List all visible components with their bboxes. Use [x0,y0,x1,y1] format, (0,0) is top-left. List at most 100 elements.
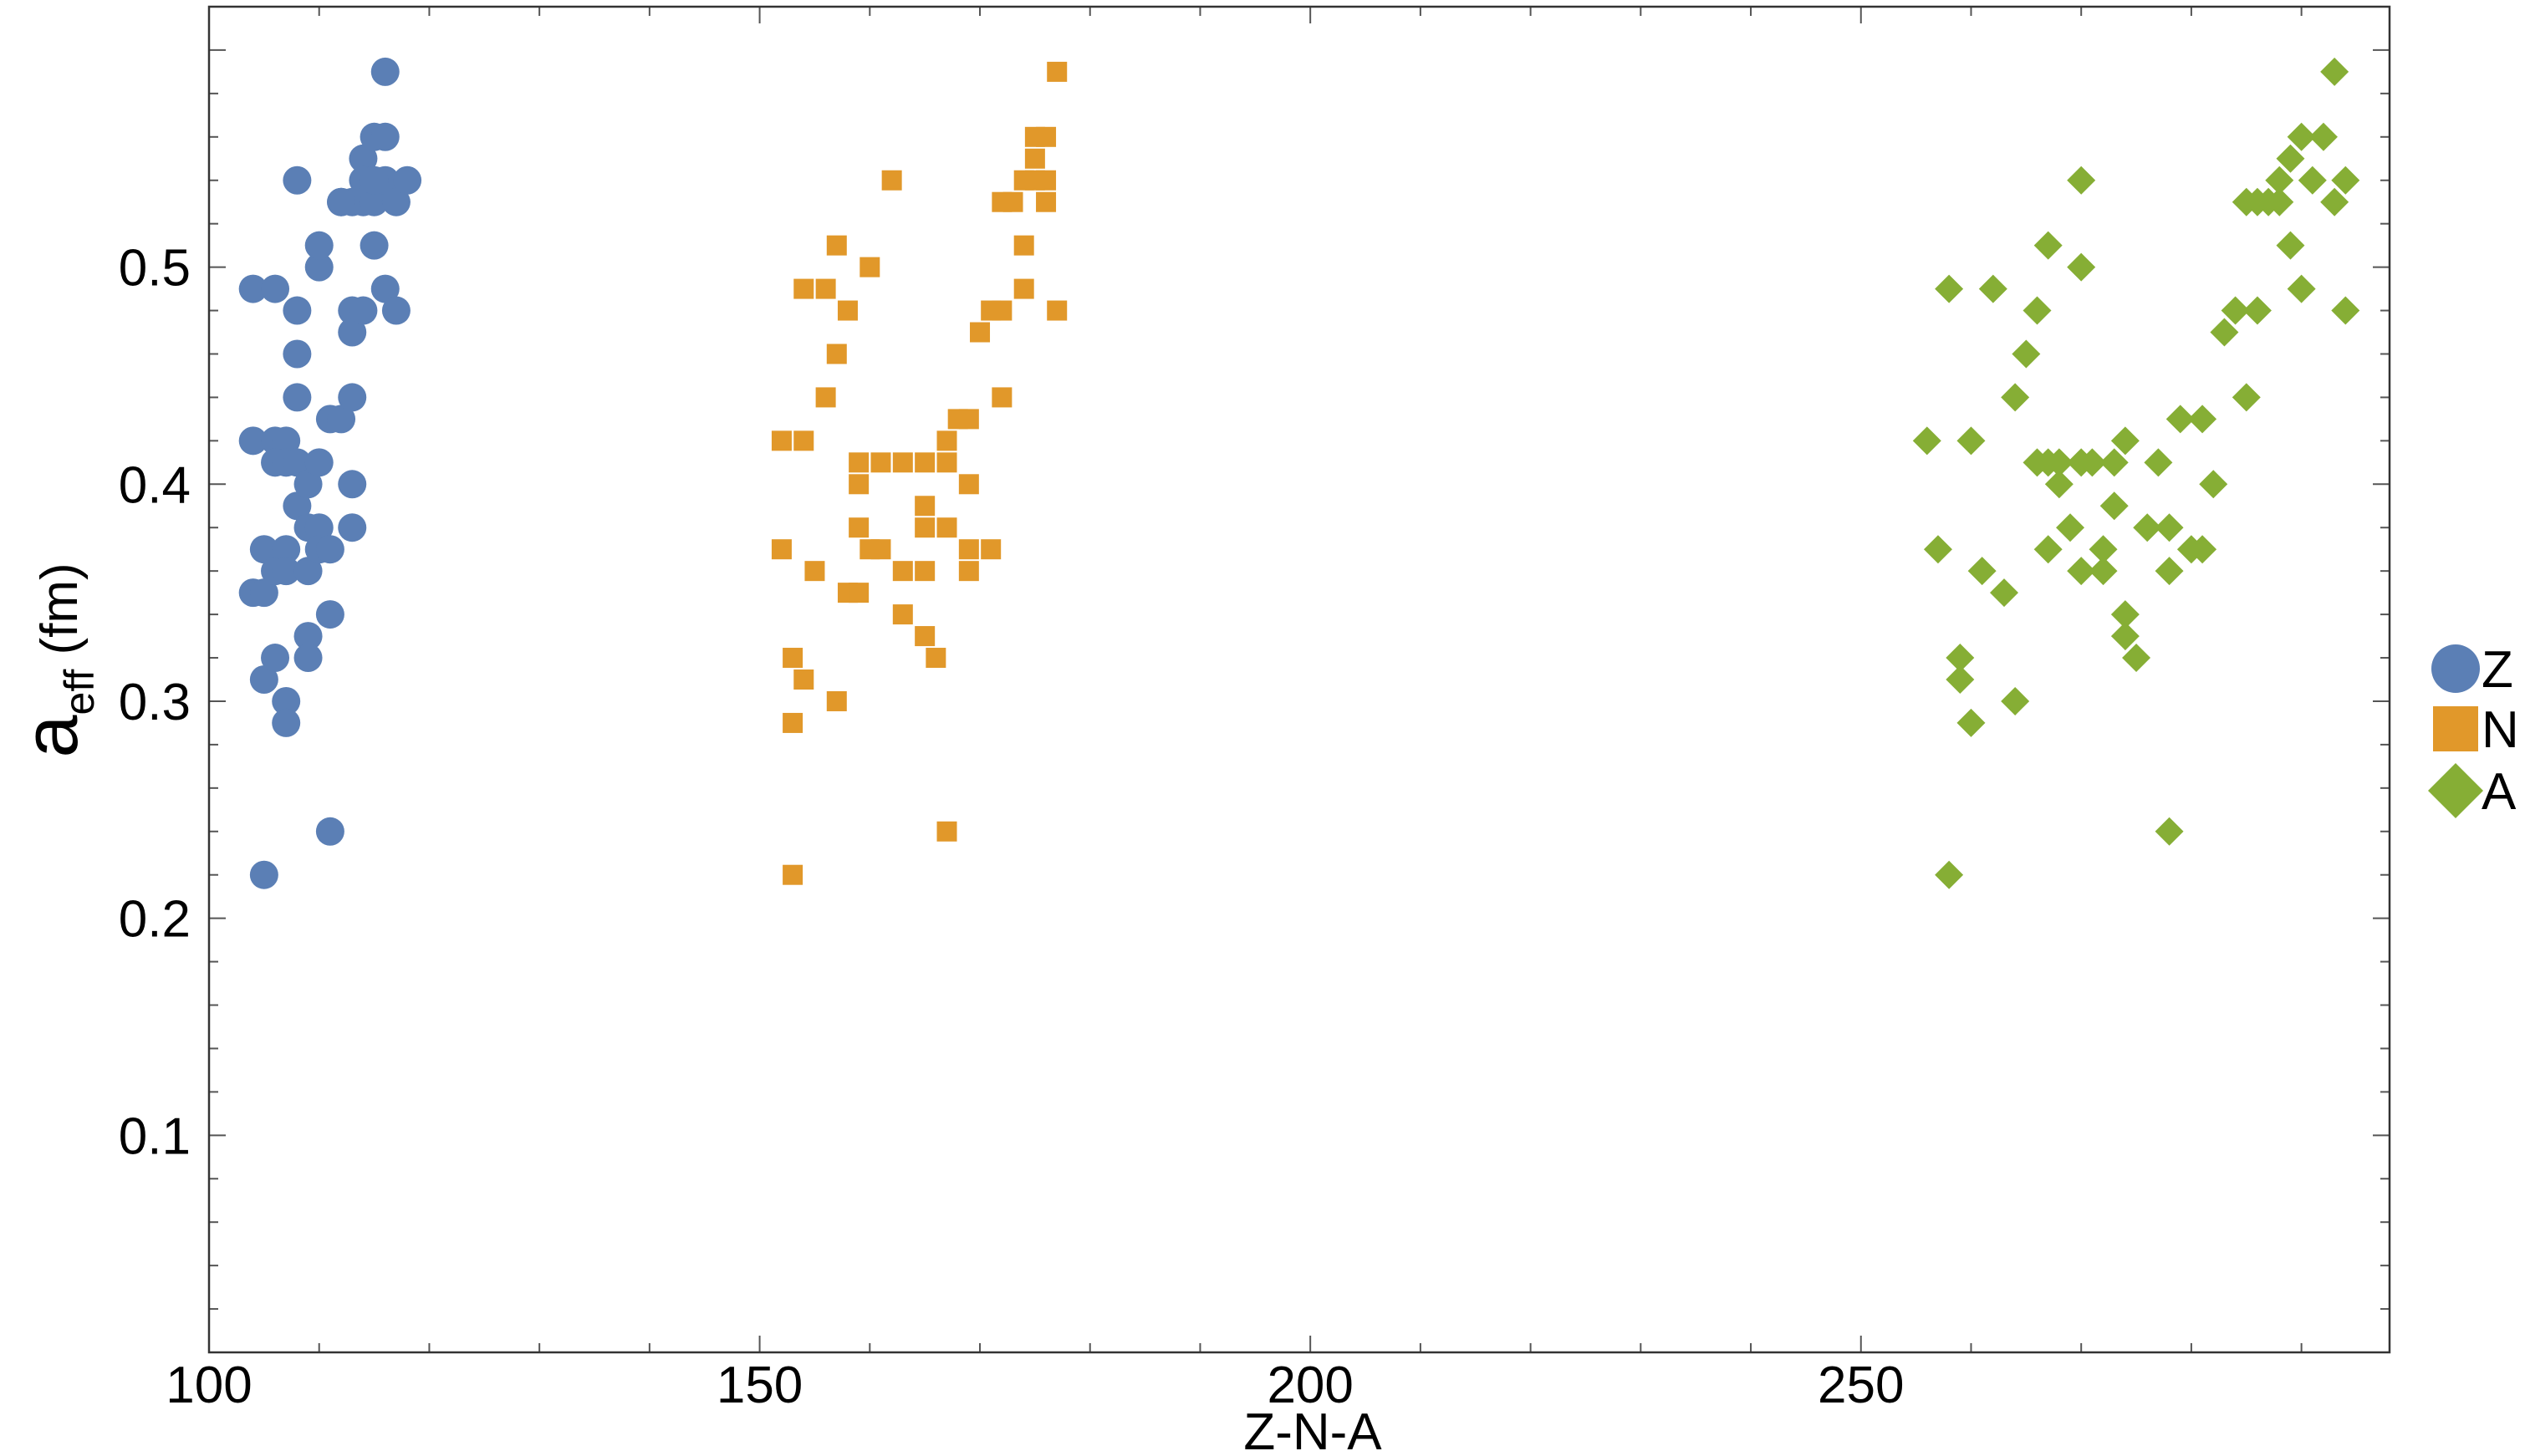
data-point-N [970,322,991,343]
data-point-Z [381,296,411,325]
data-point-N [860,257,880,277]
data-point-A [2199,470,2228,499]
legend-marker-A [2428,763,2483,818]
data-point-A [2110,600,2140,629]
data-point-A [2056,513,2085,542]
y-tick-label: 0.2 [119,891,191,949]
data-point-N [958,539,979,560]
data-point-Z [249,665,278,694]
data-point-Z [249,578,278,608]
data-point-A [1956,426,1986,456]
data-point-N [849,452,870,473]
data-point-N [915,626,936,647]
data-point-Z [327,187,356,216]
data-point-Z [349,144,378,173]
data-point-N [936,517,957,538]
x-tick-label: 200 [1267,1357,1353,1414]
data-point-N [815,387,836,408]
data-point-A [1935,274,1964,303]
data-point-A [1912,426,1941,456]
data-point-A [2067,557,2096,586]
data-point-A [2089,557,2118,586]
data-point-Z [370,57,400,86]
data-point-Z [283,448,312,477]
data-point-Z [360,231,389,260]
data-point-N [1036,126,1057,147]
data-point-N [1036,170,1057,191]
legend-label-N: N [2482,701,2519,759]
data-point-N [771,430,792,451]
data-point-N [915,496,936,517]
data-point-A [2210,318,2239,347]
data-point-N [1047,61,1068,82]
data-point-Z [293,470,323,499]
x-tick-label: 150 [717,1357,803,1414]
data-point-N [881,170,902,191]
data-point-A [1935,860,1964,889]
data-point-A [2067,165,2096,195]
data-point-Z [249,860,278,889]
data-point-A [2221,296,2250,325]
series-N [771,61,1068,885]
data-point-Z [293,622,323,651]
data-point-A [2155,557,2184,586]
data-point-A [2078,448,2107,477]
y-tick-label: 0.1 [119,1107,191,1165]
data-point-Z [304,231,334,260]
data-point-Z [304,513,334,542]
data-point-N [992,387,1013,408]
data-point-N [1036,191,1057,212]
data-point-Z [283,165,312,195]
data-point-N [849,517,870,538]
data-point-Z [370,274,400,303]
data-point-A [2287,274,2316,303]
plot-frame [207,5,2391,1354]
data-point-A [2232,383,2261,412]
data-point-A [2331,296,2360,325]
data-point-Z [349,296,378,325]
tick-marks [208,6,2390,1353]
data-point-A [1923,535,1952,564]
x-tick-label: 100 [166,1357,252,1414]
data-point-A [2110,426,2140,456]
data-point-Z [327,405,356,434]
data-point-N [826,344,847,364]
data-point-A [2067,252,2096,282]
y-tick-label: 0.3 [119,674,191,731]
data-point-Z [261,644,290,673]
data-point-Z [261,274,290,303]
data-point-N [1047,300,1068,321]
data-point-A [2099,491,2129,521]
x-axis-title: Z-N-A [1243,1403,1382,1456]
data-point-A [1989,578,2018,608]
data-point-A [2099,448,2129,477]
data-point-Z [272,535,301,564]
data-point-Z [293,644,323,673]
data-point-Z [338,470,367,499]
data-point-Z [272,557,301,586]
x-tick-labels: 100 150 200 250 [166,1357,1904,1414]
data-point-Z [315,817,344,846]
data-point-N [826,690,847,711]
data-point-N [804,561,825,582]
y-axis-title-main: a [8,715,94,758]
data-point-N [926,648,946,669]
data-point-Z [249,535,278,564]
data-point-Z [272,708,301,737]
data-point-A [2122,644,2151,673]
data-point-Z [304,448,334,477]
data-point-A [2298,165,2327,195]
data-point-A [2023,296,2052,325]
data-point-A [2276,231,2305,260]
data-point-N [958,409,979,430]
legend-marker-N [2433,706,2478,751]
data-point-N [771,539,792,560]
data-point-Z [283,296,312,325]
data-point-N [892,604,913,625]
data-point-A [1946,644,1975,673]
data-point-A [2265,165,2294,195]
data-point-N [915,517,936,538]
data-point-N [837,300,858,321]
data-point-A [1967,557,1997,586]
data-point-Z [370,122,400,151]
